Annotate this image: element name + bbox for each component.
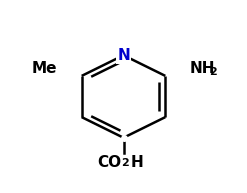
Text: 2: 2 [209,67,217,77]
Text: NH: NH [189,61,215,76]
Text: Me: Me [32,61,58,76]
Text: N: N [117,48,130,63]
Text: H: H [130,155,143,170]
Text: CO: CO [97,155,121,170]
Text: 2: 2 [121,158,129,168]
